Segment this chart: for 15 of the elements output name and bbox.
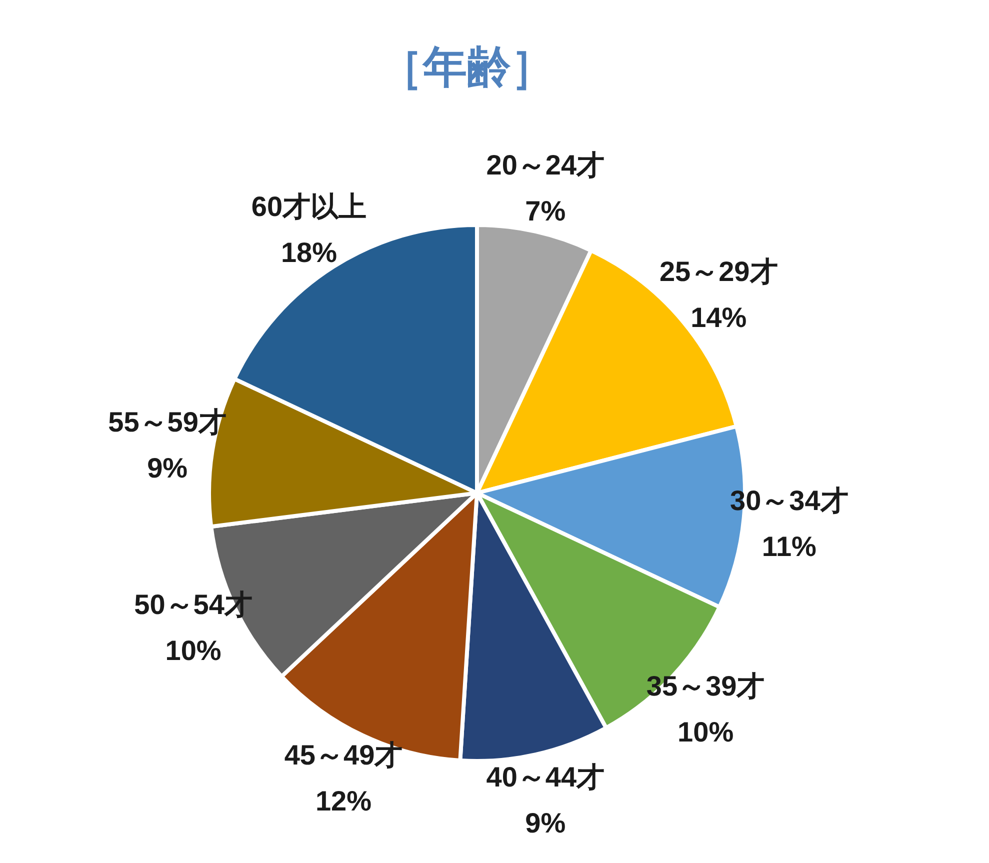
slice-label: 40～44才 [486, 762, 605, 793]
data-label: 18% [280, 236, 338, 268]
data-label: 11% [762, 531, 817, 562]
data-label: 9% [147, 452, 188, 484]
data-label: 7% [525, 196, 566, 227]
chart-title: ［年齢］ [379, 43, 555, 92]
data-label: 9% [525, 808, 566, 839]
data-label: 14% [690, 302, 747, 333]
slice-label: 60才以上 [251, 190, 367, 222]
data-label: 10% [678, 716, 734, 748]
slice-label: 20～24才 [486, 150, 605, 181]
slice-label: 45～49才 [284, 739, 403, 770]
data-label: 10% [165, 635, 222, 666]
data-label: 12% [315, 785, 372, 816]
slice-label: 25～29才 [659, 256, 778, 287]
